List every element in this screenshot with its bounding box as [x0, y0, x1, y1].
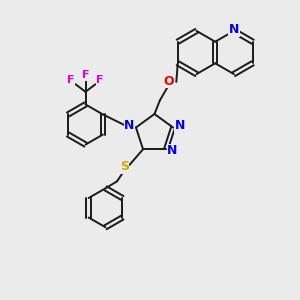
Text: F: F: [96, 75, 104, 85]
Text: F: F: [68, 75, 75, 85]
Text: N: N: [167, 144, 178, 157]
Text: F: F: [82, 70, 89, 80]
Text: N: N: [229, 23, 239, 36]
Text: S: S: [120, 160, 129, 173]
Text: N: N: [124, 119, 134, 133]
Text: N: N: [175, 119, 185, 133]
Text: O: O: [164, 75, 174, 88]
